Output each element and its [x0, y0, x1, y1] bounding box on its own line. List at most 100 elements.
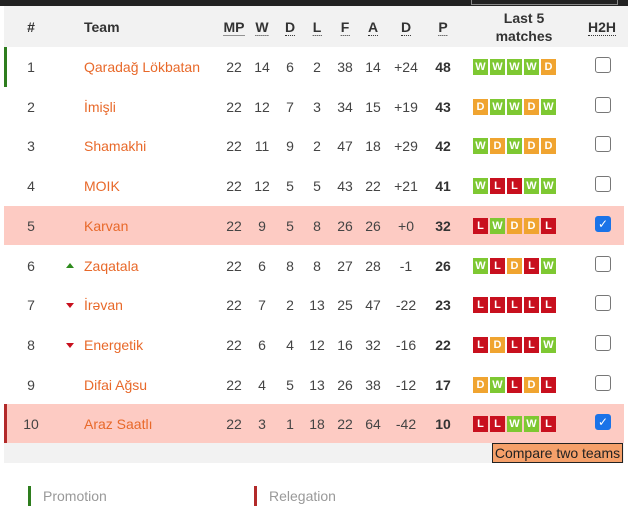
form-result[interactable]: W — [473, 138, 488, 155]
row-gd: -16 — [395, 336, 417, 353]
table-header: # Team MP W D L F A D P Last 5 matches H… — [4, 6, 628, 47]
h2h-checkbox[interactable] — [595, 334, 611, 351]
form-result[interactable]: L — [473, 416, 488, 433]
row-l: 2 — [313, 138, 321, 155]
row-gd: -22 — [395, 297, 417, 314]
form-result[interactable]: L — [507, 376, 522, 393]
form-result[interactable]: L — [507, 297, 522, 314]
team-link[interactable]: Shamakhi — [84, 138, 147, 155]
row-d: 2 — [286, 297, 294, 314]
header-h2h: H2H — [587, 19, 617, 36]
table-row: 8 Energetik 22 6 4 12 16 32 -16 22 L D L L W — [4, 325, 624, 365]
form-result[interactable]: W — [507, 416, 522, 433]
h2h-checkbox[interactable]: ✓ — [595, 414, 611, 431]
form-result[interactable]: W — [541, 98, 556, 115]
form-result[interactable]: D — [490, 138, 505, 155]
row-p: 22 — [435, 336, 451, 353]
team-link[interactable]: MOIK — [84, 178, 120, 195]
form-result[interactable]: L — [524, 257, 539, 274]
form-result[interactable]: L — [490, 416, 505, 433]
row-mp: 22 — [226, 138, 242, 155]
form-result[interactable]: D — [490, 336, 505, 353]
form-result[interactable]: W — [507, 59, 522, 75]
form-result[interactable]: L — [524, 336, 539, 353]
team-link[interactable]: Qaradağ Lökbatan — [84, 59, 200, 75]
row-d: 1 — [286, 416, 294, 433]
form-result[interactable]: L — [541, 376, 556, 393]
form-result[interactable]: W — [490, 217, 505, 234]
form-result[interactable]: L — [507, 336, 522, 353]
form-result[interactable]: L — [473, 336, 488, 353]
header-p: P — [438, 19, 448, 36]
row-mp: 22 — [226, 257, 242, 274]
form-result[interactable]: L — [507, 178, 522, 195]
form-result[interactable]: L — [490, 257, 505, 274]
header-a: A — [367, 19, 379, 36]
row-p: 26 — [435, 257, 451, 274]
form-result[interactable]: L — [541, 297, 556, 314]
form-result[interactable]: L — [524, 297, 539, 314]
team-link[interactable]: Karvan — [84, 217, 129, 234]
h2h-checkbox[interactable] — [595, 295, 611, 312]
form-result[interactable]: L — [490, 178, 505, 195]
form-result[interactable]: W — [541, 178, 556, 195]
table-row: 5 Karvan 22 9 5 8 26 26 +0 32 L W D D L ✓ — [4, 205, 624, 246]
form-result[interactable]: D — [507, 217, 522, 234]
form-result[interactable]: D — [524, 98, 539, 115]
promotion-marker — [4, 47, 7, 87]
top-bar — [0, 0, 628, 6]
row-d: 5 — [286, 376, 294, 393]
h2h-checkbox[interactable] — [595, 136, 611, 153]
form-result[interactable]: D — [473, 98, 488, 115]
form-result[interactable]: D — [473, 376, 488, 393]
compare-two-teams-button[interactable]: Compare two teams — [492, 443, 623, 463]
form-result[interactable]: D — [524, 138, 539, 155]
h2h-checkbox[interactable] — [595, 57, 611, 73]
row-a: 15 — [365, 98, 381, 115]
form-result[interactable]: W — [473, 178, 488, 195]
form-result[interactable]: L — [490, 297, 505, 314]
form-result[interactable]: W — [490, 98, 505, 115]
row-f: 16 — [337, 336, 353, 353]
form-result[interactable]: W — [524, 59, 539, 75]
form-result[interactable]: W — [473, 59, 488, 75]
h2h-checkbox[interactable] — [595, 96, 611, 113]
form-result[interactable]: W — [507, 98, 522, 115]
form-result[interactable]: W — [524, 416, 539, 433]
h2h-checkbox[interactable] — [595, 374, 611, 391]
form-result[interactable]: W — [490, 376, 505, 393]
form-result[interactable]: L — [473, 297, 488, 314]
team-link[interactable]: Difai Ağsu — [84, 376, 148, 393]
team-link[interactable]: İrəvan — [84, 297, 123, 314]
form-result[interactable]: L — [473, 217, 488, 234]
form-result[interactable]: W — [507, 138, 522, 155]
team-link[interactable]: Araz Saatlı — [84, 416, 153, 433]
form-result[interactable]: W — [541, 336, 556, 353]
row-l: 8 — [313, 257, 321, 274]
form-result[interactable]: D — [541, 138, 556, 155]
form-result[interactable]: W — [541, 257, 556, 274]
h2h-checkbox[interactable] — [595, 176, 611, 193]
form-result[interactable]: D — [524, 217, 539, 234]
form-result[interactable]: D — [507, 257, 522, 274]
row-w: 3 — [258, 416, 266, 433]
h2h-checkbox[interactable] — [595, 255, 611, 272]
h2h-checkbox[interactable]: ✓ — [595, 215, 611, 232]
form-result[interactable]: L — [541, 217, 556, 234]
team-link[interactable]: İmişli — [84, 98, 116, 115]
form-result[interactable]: W — [490, 59, 505, 75]
form-result[interactable]: D — [524, 376, 539, 393]
form-result[interactable]: W — [524, 178, 539, 195]
row-mp: 22 — [226, 178, 242, 195]
team-link[interactable]: Energetik — [84, 336, 144, 353]
form-result[interactable]: W — [473, 257, 488, 274]
row-l: 8 — [313, 217, 321, 234]
form-result[interactable]: L — [541, 416, 556, 433]
row-a: 47 — [365, 297, 381, 314]
form-result[interactable]: D — [541, 59, 556, 75]
team-link[interactable]: Zaqatala — [84, 257, 139, 274]
row-gd: +19 — [394, 98, 418, 115]
